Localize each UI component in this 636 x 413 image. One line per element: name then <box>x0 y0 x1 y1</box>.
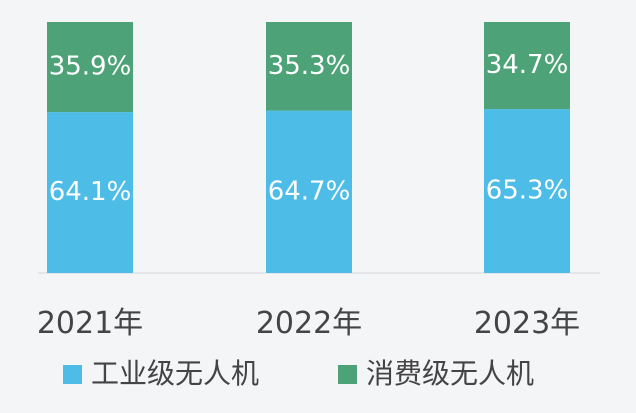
x-tick-label: 2021年 <box>37 306 143 341</box>
x-tick-label: 2022年 <box>256 306 362 341</box>
bar-segment-industrial-3 <box>484 109 570 273</box>
legend-label: 消费级无人机 <box>366 357 534 390</box>
bar-segment-consumer-3 <box>484 22 570 110</box>
data-label: 64.1% <box>49 177 132 207</box>
data-label: 35.9% <box>49 52 132 82</box>
legend-swatch <box>63 365 82 384</box>
bar-segment-consumer-1 <box>47 22 133 113</box>
bar-segment-industrial-2 <box>266 110 352 273</box>
data-label: 65.3% <box>486 176 569 206</box>
data-label: 35.3% <box>268 51 351 81</box>
bar-segment-industrial-1 <box>47 112 133 273</box>
x-tick-label: 2023年 <box>474 306 580 341</box>
bar-segment-consumer-2 <box>266 22 352 111</box>
data-label: 34.7% <box>486 50 569 80</box>
legend-swatch <box>338 365 357 384</box>
legend-label: 工业级无人机 <box>91 357 259 390</box>
data-label: 64.7% <box>268 176 351 206</box>
